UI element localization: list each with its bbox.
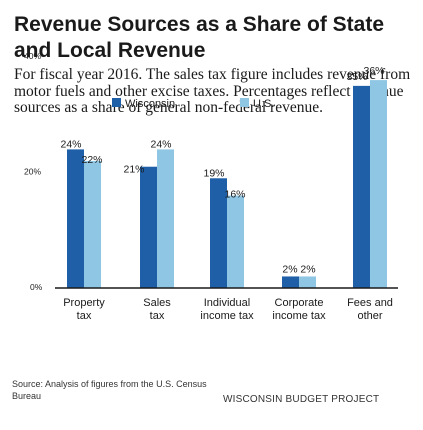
category-label: tax	[77, 310, 92, 322]
data-label: 22%	[81, 154, 102, 166]
data-label: 24%	[60, 138, 81, 150]
bar-us	[299, 276, 316, 288]
category-label: Individual	[204, 297, 250, 309]
bar-us	[370, 80, 387, 288]
category-label: Fees and	[347, 297, 393, 309]
chart-title: Revenue Sources as a Share of State and …	[14, 13, 384, 62]
data-label: 2%	[300, 263, 315, 275]
data-label: 35%	[346, 71, 367, 83]
y-tick-label: 20%	[24, 167, 41, 177]
source-note: Source: Analysis of figures from the U.S…	[12, 379, 207, 401]
legend-label: U.S.	[253, 98, 274, 110]
data-label: 24%	[150, 138, 171, 150]
category-label: tax	[150, 310, 165, 322]
category-label: Property	[63, 297, 105, 309]
data-label: 16%	[224, 189, 245, 201]
bar-us	[227, 195, 244, 288]
bar-wisconsin	[353, 85, 370, 288]
legend-swatch	[112, 98, 121, 107]
data-label: 19%	[203, 167, 224, 179]
bar-wisconsin	[140, 166, 157, 288]
category-label: income tax	[200, 310, 254, 322]
category-label: income tax	[272, 310, 326, 322]
credit-line: WISCONSIN BUDGET PROJECT	[223, 394, 380, 405]
bar-us	[84, 160, 101, 288]
y-tick-label: 40%	[24, 51, 41, 61]
bar-wisconsin	[210, 178, 227, 288]
y-tick-label: 0%	[30, 282, 43, 292]
category-label: Sales	[143, 297, 171, 309]
legend-label: Wisconsin	[125, 98, 175, 110]
data-label: 21%	[123, 164, 144, 176]
data-label: 2%	[282, 263, 297, 275]
bar-us	[157, 149, 174, 288]
bar-wisconsin	[282, 276, 299, 288]
data-label: 36%	[363, 65, 384, 77]
category-label: Corporate	[275, 297, 324, 309]
category-label: other	[357, 310, 382, 322]
legend-swatch	[240, 98, 249, 107]
bar-wisconsin	[67, 149, 84, 288]
chart-subtitle: For fiscal year 2016. The sales tax figu…	[14, 66, 411, 116]
